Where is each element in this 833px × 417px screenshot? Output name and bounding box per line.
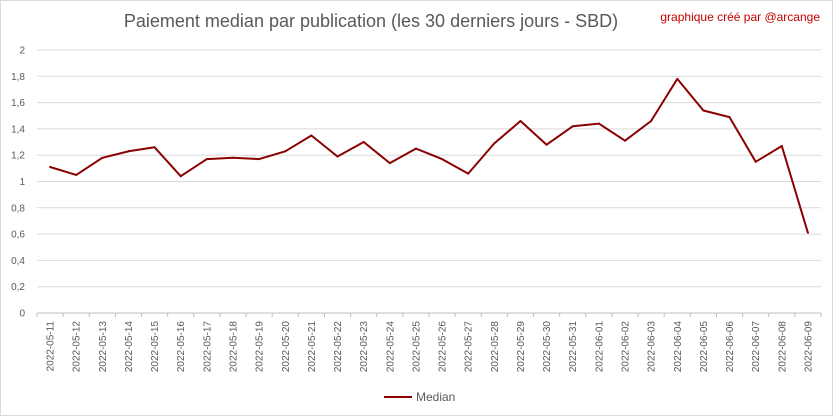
data-point: [780, 144, 783, 147]
data-point: [414, 147, 417, 150]
data-point: [127, 150, 130, 153]
x-tick-label: 2022-05-16: [176, 321, 187, 373]
x-tick-label: 2022-05-12: [72, 321, 83, 373]
x-tick-label: 2022-05-29: [516, 321, 527, 373]
y-tick-label: 1,6: [11, 98, 25, 109]
legend-label-median: Median: [416, 390, 455, 404]
data-point: [49, 166, 52, 169]
data-point: [493, 142, 496, 145]
data-point: [597, 122, 600, 125]
data-point: [650, 120, 653, 123]
y-tick-label: 0,8: [11, 203, 25, 214]
y-tick-label: 1,2: [11, 151, 25, 162]
data-point: [519, 120, 522, 123]
data-point: [258, 158, 261, 161]
x-tick-label: 2022-05-14: [124, 321, 135, 373]
data-point: [624, 139, 626, 142]
data-point: [467, 172, 470, 175]
data-point: [336, 155, 339, 158]
data-point: [545, 143, 548, 146]
x-tick-label: 2022-05-20: [281, 321, 292, 373]
y-tick-label: 0,4: [11, 256, 25, 267]
x-tick-label: 2022-05-18: [229, 321, 240, 373]
x-tick-label: 2022-06-08: [777, 321, 788, 373]
x-tick-label: 2022-05-30: [542, 321, 553, 373]
data-point: [179, 175, 182, 178]
data-point: [388, 162, 391, 165]
data-point: [702, 109, 705, 112]
data-point: [75, 173, 78, 176]
y-tick-label: 0,2: [11, 282, 25, 293]
data-point: [284, 150, 287, 153]
y-tick-label: 1,8: [11, 72, 25, 83]
y-tick-label: 1: [19, 177, 25, 188]
data-point: [362, 141, 365, 144]
x-tick-label: 2022-06-02: [621, 321, 632, 373]
data-point: [728, 116, 731, 119]
x-tick-label: 2022-05-24: [385, 321, 396, 373]
data-point: [441, 158, 444, 161]
x-tick-label: 2022-06-07: [751, 321, 762, 373]
y-tick-label: 2: [19, 46, 25, 57]
data-point: [153, 146, 156, 149]
credit-label: graphique créé par @arcange: [660, 10, 820, 24]
x-tick-label: 2022-06-04: [673, 321, 684, 373]
x-tick-label: 2022-05-27: [464, 321, 475, 373]
x-tick-label: 2022-05-26: [438, 321, 449, 373]
x-tick-label: 2022-05-31: [568, 321, 579, 373]
x-tick-label: 2022-05-11: [46, 321, 57, 372]
y-tick-label: 0,6: [11, 230, 25, 241]
data-point: [232, 156, 234, 159]
data-point: [806, 231, 809, 234]
x-tick-label: 2022-06-01: [594, 321, 605, 373]
x-tick-label: 2022-05-13: [98, 321, 109, 373]
data-point: [101, 156, 104, 159]
x-tick-label: 2022-05-15: [150, 321, 161, 373]
data-point: [310, 134, 313, 137]
x-tick-label: 2022-06-05: [699, 321, 710, 373]
x-tick-label: 2022-05-17: [202, 321, 213, 373]
data-point: [571, 125, 574, 128]
data-point: [676, 77, 679, 80]
y-tick-label: 1,4: [11, 124, 25, 135]
chart-title: Paiement median par publication (les 30 …: [123, 11, 619, 31]
x-tick-label: 2022-05-25: [411, 321, 422, 373]
x-tick-label: 2022-05-21: [307, 321, 318, 373]
x-tick-label: 2022-05-19: [255, 321, 266, 373]
x-tick-label: 2022-06-03: [647, 321, 658, 373]
x-tick-label: 2022-06-09: [803, 321, 814, 373]
data-point: [205, 158, 208, 161]
y-tick-label: 0: [19, 309, 25, 320]
data-point: [754, 160, 757, 163]
x-tick-label: 2022-05-23: [359, 321, 370, 373]
x-tick-label: 2022-06-06: [725, 321, 736, 373]
x-tick-label: 2022-05-28: [490, 321, 501, 373]
series-line-median: [49, 77, 809, 234]
x-tick-label: 2022-05-22: [333, 321, 344, 373]
